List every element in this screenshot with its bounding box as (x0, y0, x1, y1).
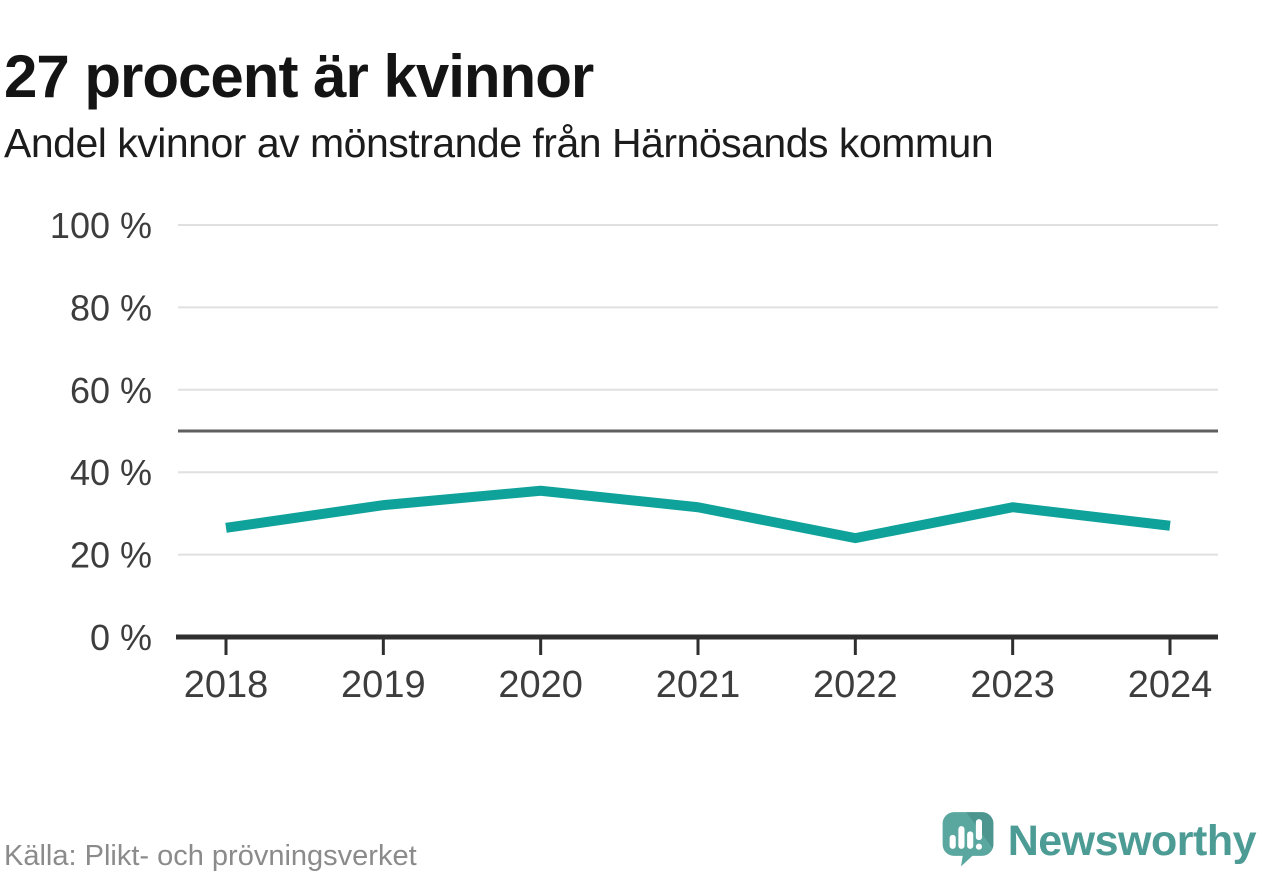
y-tick-label: 60 % (70, 370, 152, 411)
x-tick-label: 2019 (341, 664, 426, 706)
source-note: Källa: Plikt- och prövningsverket (4, 840, 417, 872)
x-tick-label: 2020 (498, 664, 583, 706)
chart-title: 27 procent är kvinnor (4, 43, 594, 111)
newsworthy-brand: Newsworthy (940, 808, 1257, 874)
logo-bar-3 (966, 831, 973, 849)
x-tick-label: 2021 (656, 664, 741, 706)
y-tick-label: 40 % (70, 452, 152, 493)
y-tick-label: 20 % (70, 535, 152, 576)
x-tick-label: 2018 (184, 664, 269, 706)
logo-bar-2 (958, 826, 965, 849)
x-tick-label: 2024 (1128, 664, 1213, 706)
line-chart-svg: 0 % 20 % 40 % 60 % 80 % 100 % 2018 2019 2020 2021… (50, 205, 1218, 706)
line-chart: 0 % 20 % 40 % 60 % 80 % 100 % 2018 2019 2020 2021… (0, 195, 1262, 715)
chart-subtitle: Andel kvinnor av mönstrande från Härnösa… (4, 120, 994, 166)
logo-exclamation-dot (975, 843, 982, 850)
data-line-andel-kvinnor (225, 485, 1171, 544)
y-tick-label: 80 % (70, 287, 152, 328)
newsworthy-logo-icon (942, 812, 994, 867)
y-tick-label: 100 % (50, 205, 152, 246)
logo-exclamation (975, 819, 982, 841)
x-tick-label: 2023 (970, 664, 1055, 706)
newsworthy-wordmark: Newsworthy (1007, 816, 1257, 865)
logo-bar-1 (949, 834, 956, 849)
y-tick-label: 0 % (90, 617, 152, 658)
x-tick-label: 2022 (813, 664, 898, 706)
